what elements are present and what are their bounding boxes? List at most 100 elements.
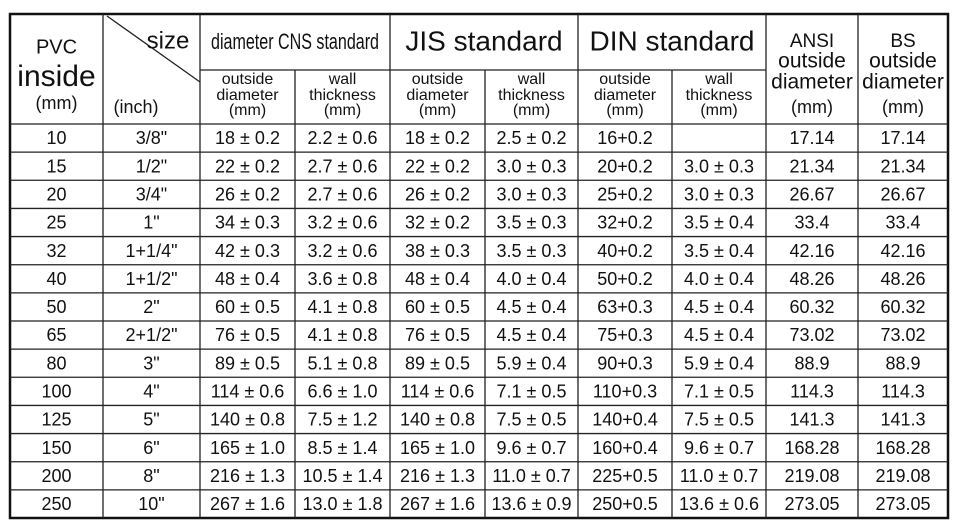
sub-header: diameter — [216, 87, 279, 104]
table-cell: 11.0 ± 0.7 — [492, 466, 571, 486]
sub-header: (mm) — [419, 102, 456, 119]
table-cell: 225+0.5 — [592, 466, 658, 486]
table-cell: 219.08 — [875, 466, 930, 486]
table-cell: 150 — [41, 438, 71, 458]
ansi-header: outside — [778, 50, 846, 73]
table-cell: 7.5 ± 0.5 — [497, 410, 567, 430]
table-cell: 42.16 — [789, 241, 834, 261]
table-cell: 18 ± 0.2 — [405, 128, 470, 148]
table-cell: 4.0 ± 0.4 — [497, 269, 567, 289]
table-cell: 250+0.5 — [592, 494, 658, 514]
table-border — [8, 12, 950, 520]
table-cell: 26.67 — [880, 185, 925, 205]
table-cell: 76 ± 0.5 — [215, 325, 280, 345]
table-cell: 20 — [46, 185, 66, 205]
table-cell: 1+1/4" — [126, 241, 178, 261]
table-cell: 168.28 — [784, 438, 839, 458]
table-cell: 13.0 ± 1.8 — [303, 494, 383, 514]
table-cell: 1+1/2" — [126, 269, 178, 289]
table-cell: 34 ± 0.3 — [215, 213, 280, 233]
table-cell: 3.0 ± 0.3 — [684, 185, 754, 205]
table-cell: 60.32 — [789, 297, 834, 317]
table-cell: 5" — [143, 410, 159, 430]
table-cell: 4" — [143, 382, 159, 402]
table-cell: 10" — [138, 494, 164, 514]
table-cell: 4.5 ± 0.4 — [497, 325, 567, 345]
table-cell: 3.6 ± 0.8 — [308, 269, 378, 289]
table-cell: 89 ± 0.5 — [215, 353, 280, 373]
sub-header: outside — [222, 71, 274, 88]
table-cell: 267 ± 1.6 — [210, 494, 285, 514]
table-cell: 50 — [46, 297, 66, 317]
table-cell: 5.1 ± 0.8 — [308, 353, 378, 373]
table-cell: 3.5 ± 0.3 — [497, 241, 567, 261]
table-cell: 125 — [41, 410, 71, 430]
table-cell: 10 — [46, 128, 66, 148]
table-cell: 25+0.2 — [597, 185, 653, 205]
table-cell: 114.3 — [790, 382, 834, 402]
table-cell: 42 ± 0.3 — [215, 241, 280, 261]
sub-header: diameter — [594, 87, 657, 104]
table-cell: 73.02 — [789, 325, 834, 345]
table-cell: 110+0.3 — [593, 382, 657, 402]
table-cell: 2" — [143, 297, 159, 317]
table-cell: 15 — [46, 156, 66, 176]
table-cell: 88.9 — [885, 353, 920, 373]
sub-header: (mm) — [700, 102, 737, 119]
table-cell: 273.05 — [784, 494, 839, 514]
table-cell: 3.0 ± 0.3 — [497, 185, 567, 205]
table-cell: 60.32 — [880, 297, 925, 317]
table-cell: 89 ± 0.5 — [405, 353, 470, 373]
table-cell: 140+0.4 — [592, 410, 658, 430]
bs-header: diameter — [862, 71, 944, 94]
table-cell: 26.67 — [789, 185, 834, 205]
table-cell: 21.34 — [789, 156, 834, 176]
size-diagonal — [106, 15, 201, 83]
table-cell: 4.1 ± 0.8 — [308, 325, 378, 345]
table-cell: 3.2 ± 0.6 — [308, 213, 378, 233]
group-header: JIS standard — [405, 25, 562, 56]
table-cell: 160+0.4 — [592, 438, 658, 458]
table-cell: 32+0.2 — [597, 213, 653, 233]
table-cell: 48 ± 0.4 — [215, 269, 280, 289]
table-cell: 63+0.3 — [597, 297, 653, 317]
table-cell: 3.5 ± 0.3 — [497, 213, 567, 233]
group-header: DIN standard — [590, 25, 755, 56]
table-cell: 273.05 — [875, 494, 930, 514]
table-cell: 100 — [41, 382, 71, 402]
pvc-header: (mm) — [36, 93, 78, 113]
sub-header: (mm) — [606, 102, 643, 119]
table-cell: 267 ± 1.6 — [400, 494, 475, 514]
table-cell: 25 — [46, 213, 66, 233]
table-cell: 3.0 ± 0.3 — [497, 156, 567, 176]
table-cell: 168.28 — [875, 438, 930, 458]
table-cell: 7.1 ± 0.5 — [497, 382, 567, 402]
table-cell: 5.9 ± 0.4 — [497, 353, 567, 373]
sub-header: outside — [599, 71, 651, 88]
table-cell: 5.9 ± 0.4 — [684, 353, 754, 373]
table-cell: 26 ± 0.2 — [405, 185, 470, 205]
table-cell: 7.1 ± 0.5 — [684, 382, 754, 402]
table-cell: 32 — [46, 241, 66, 261]
table-cell: 65 — [46, 325, 66, 345]
ansi-header: (mm) — [791, 97, 833, 117]
table-cell: 26 ± 0.2 — [215, 185, 280, 205]
table-cell: 10.5 ± 1.4 — [303, 466, 383, 486]
table-cell: 1/2" — [136, 156, 167, 176]
table-cell: 32 ± 0.2 — [405, 213, 470, 233]
table-cell: 3/8" — [136, 128, 167, 148]
table-cell: 3.5 ± 0.4 — [684, 213, 754, 233]
table-cell: 165 ± 1.0 — [210, 438, 285, 458]
table-cell: 90+0.3 — [597, 353, 653, 373]
sub-header: diameter — [406, 87, 469, 104]
table-cell: 13.6 ± 0.9 — [492, 494, 572, 514]
table-cell: 3.0 ± 0.3 — [684, 156, 754, 176]
table-cell: 114 ± 0.6 — [401, 382, 475, 402]
table-cell: 11.0 ± 0.7 — [680, 466, 759, 486]
table-cell: 2.7 ± 0.6 — [308, 156, 378, 176]
table-cell: 141.3 — [789, 410, 834, 430]
table-cell: 6.6 ± 1.0 — [308, 382, 378, 402]
table-cell: 22 ± 0.2 — [215, 156, 280, 176]
table-cell: 22 ± 0.2 — [405, 156, 470, 176]
table-cell: 76 ± 0.5 — [405, 325, 470, 345]
